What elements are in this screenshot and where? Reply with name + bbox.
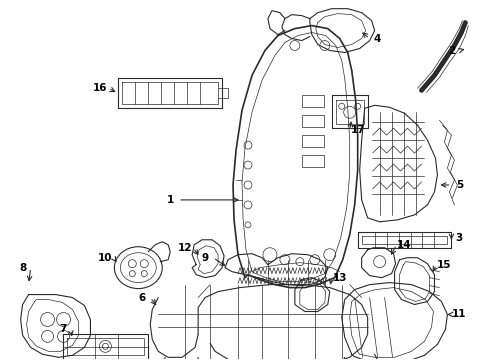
Text: 13: 13 bbox=[333, 273, 347, 283]
Text: 15: 15 bbox=[437, 260, 452, 270]
Text: 5: 5 bbox=[456, 180, 463, 190]
Text: 2: 2 bbox=[448, 45, 455, 55]
Bar bbox=[302, 135, 324, 147]
Text: 10: 10 bbox=[98, 253, 113, 263]
Text: 9: 9 bbox=[201, 253, 209, 263]
Text: 6: 6 bbox=[139, 293, 146, 302]
Text: 7: 7 bbox=[59, 324, 66, 334]
Bar bbox=[302, 115, 324, 127]
Bar bbox=[302, 155, 324, 167]
Bar bbox=[302, 95, 324, 107]
Text: 11: 11 bbox=[452, 310, 466, 319]
Text: 12: 12 bbox=[178, 243, 193, 253]
Text: 14: 14 bbox=[397, 240, 412, 250]
Text: 17: 17 bbox=[350, 125, 365, 135]
Text: 16: 16 bbox=[93, 84, 108, 93]
Text: 1: 1 bbox=[167, 195, 174, 205]
Text: 3: 3 bbox=[456, 233, 463, 243]
Text: 4: 4 bbox=[374, 33, 381, 44]
Text: 8: 8 bbox=[19, 263, 26, 273]
